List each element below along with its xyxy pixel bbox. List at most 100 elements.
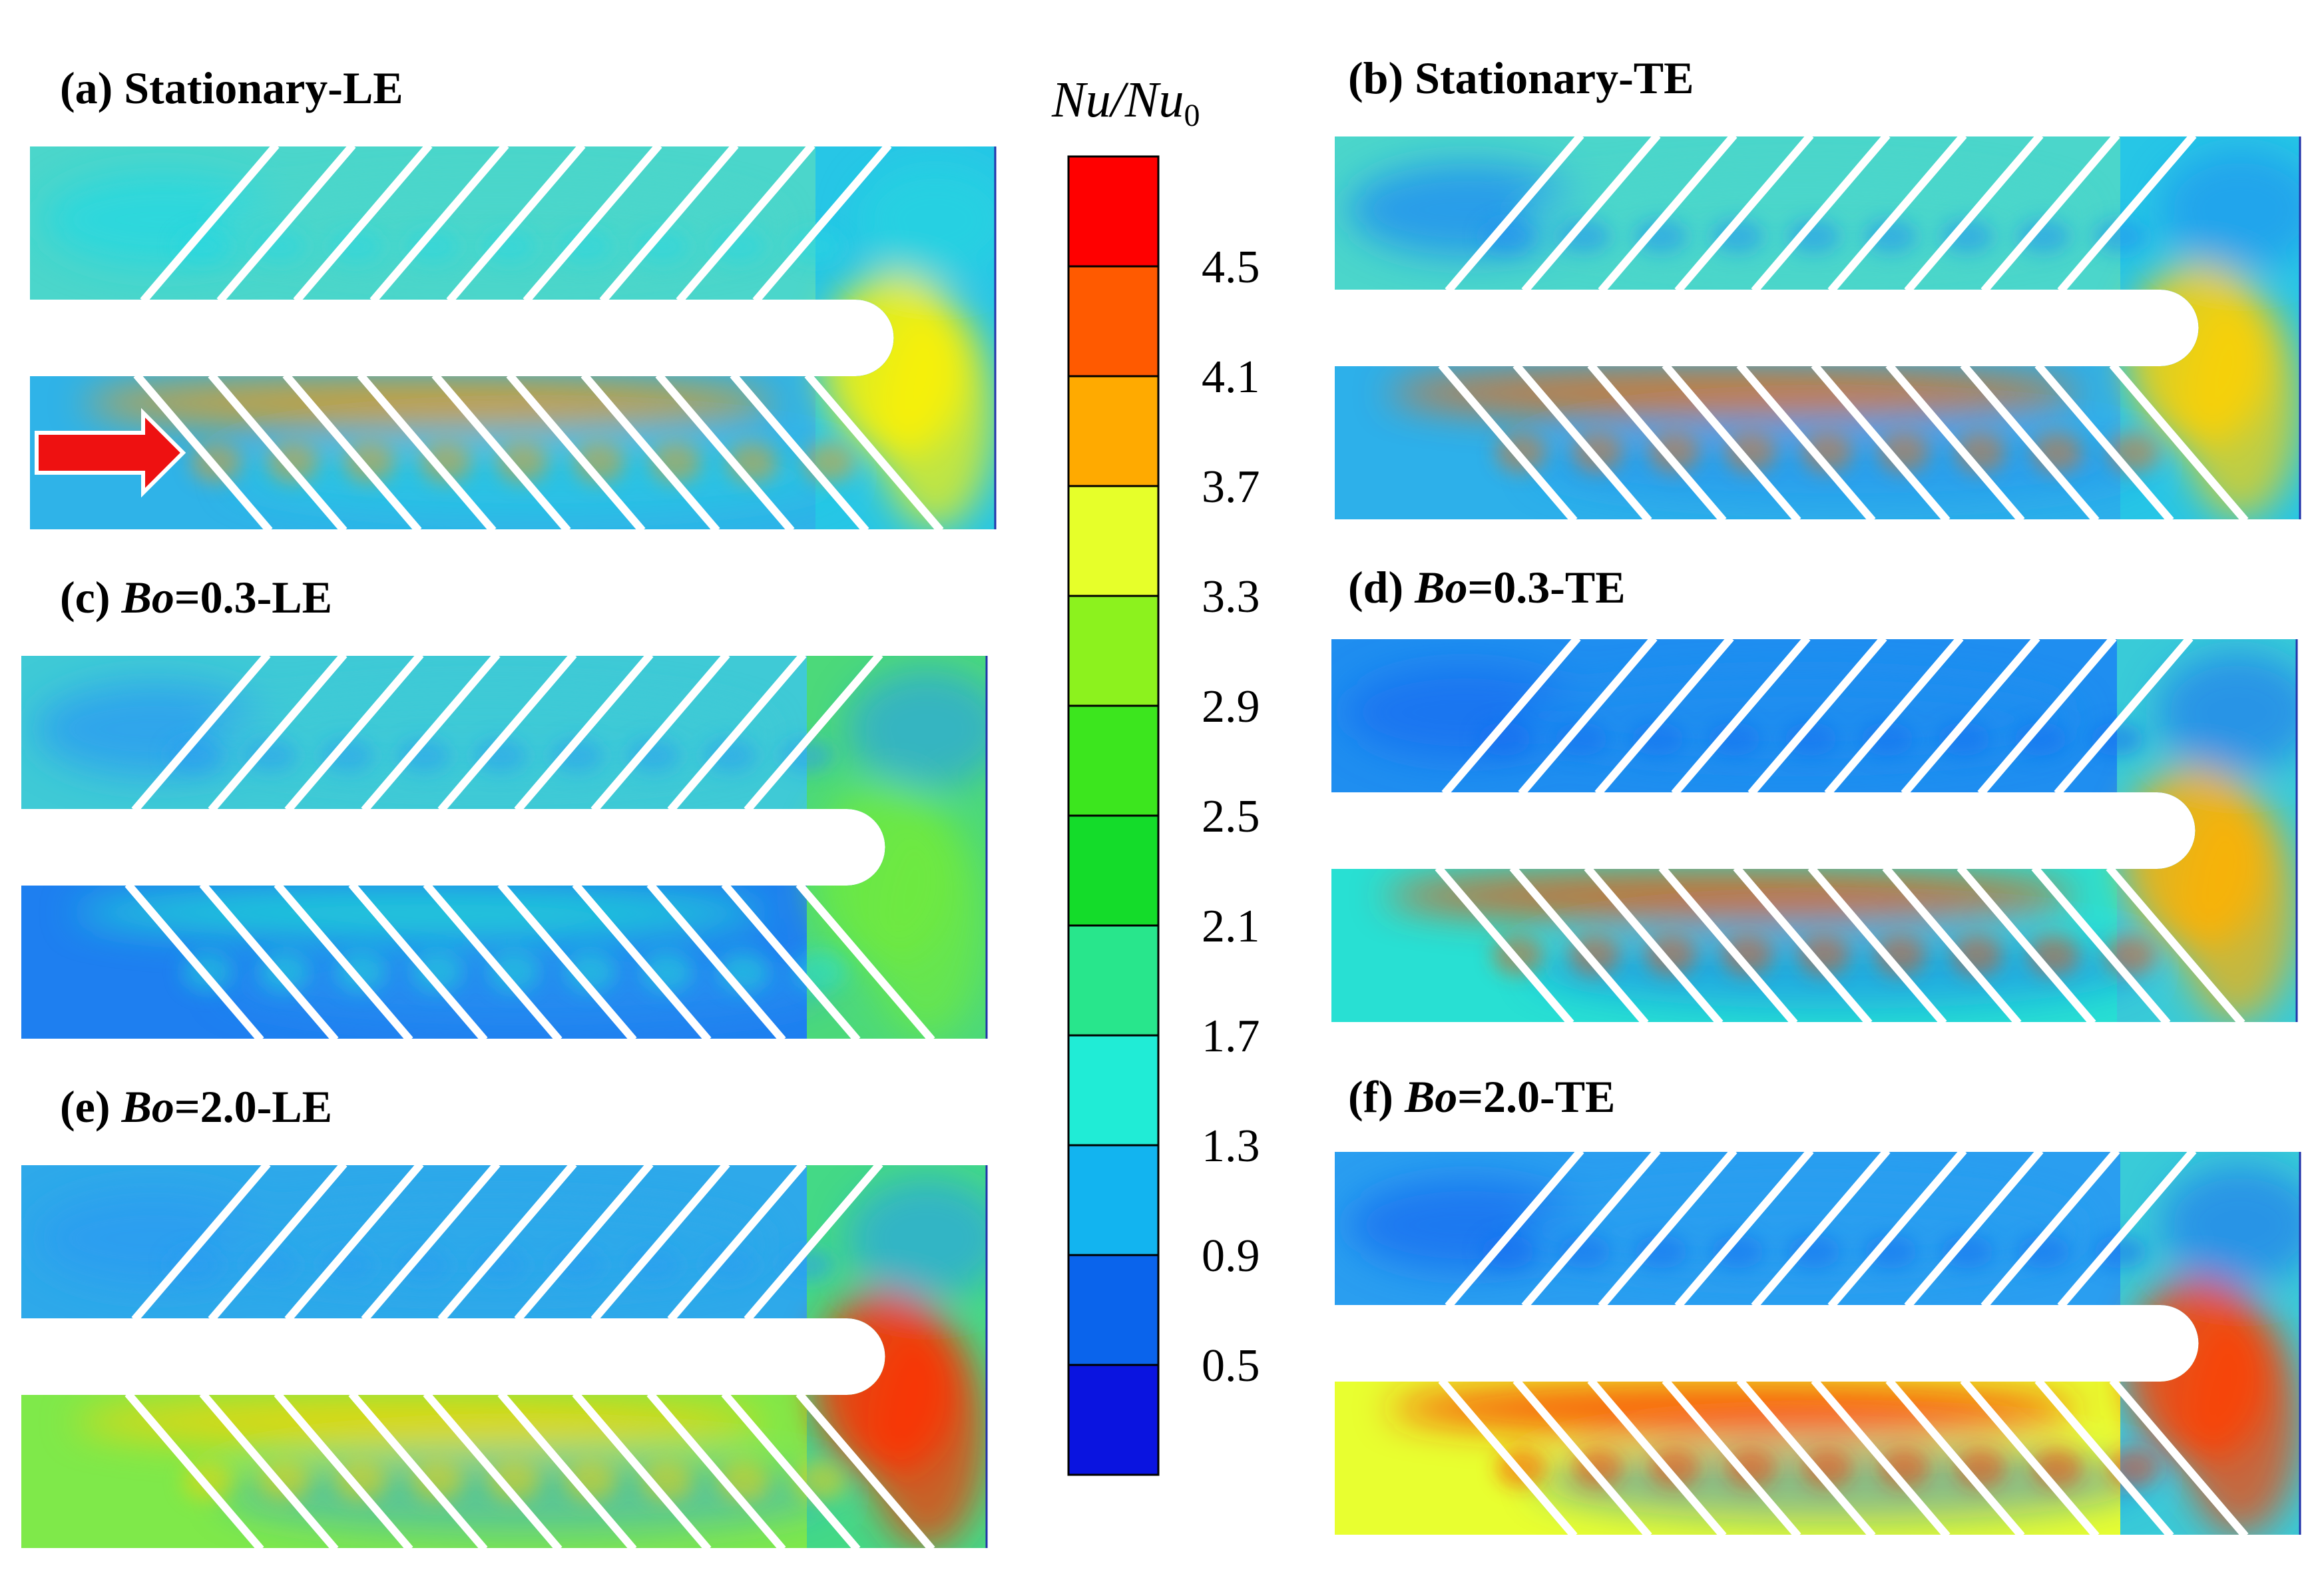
rib [1807, 865, 1947, 1022]
rib [1438, 1378, 1578, 1535]
rib [744, 1165, 883, 1322]
rib [284, 656, 424, 813]
colorbar-tick-label: 2.9 [1202, 681, 1260, 732]
rib [514, 1165, 654, 1322]
colorbar-segment [1068, 266, 1158, 376]
panel-c: (c) Bo=0.3-LE [21, 572, 988, 1039]
rib [1751, 1152, 1891, 1309]
rib [1598, 1152, 1738, 1309]
rib [348, 1391, 488, 1548]
rib [1598, 136, 1738, 294]
rib [2109, 1378, 2249, 1535]
rib [133, 372, 273, 529]
rib [1904, 1152, 2044, 1309]
colorbar-segment [1068, 816, 1158, 925]
rib [1811, 1378, 1951, 1535]
rib [1674, 136, 1814, 294]
panel-label: (d) Bo=0.3-TE [1348, 562, 1626, 613]
rib-group [124, 656, 935, 1039]
rib [199, 1391, 339, 1548]
rib [572, 882, 712, 1039]
rib [274, 882, 413, 1039]
panel-d: (d) Bo=0.3-TE [1331, 562, 2298, 1022]
colorbar-tick-label: 0.9 [1202, 1230, 1260, 1282]
rib [646, 882, 786, 1039]
rib [1904, 136, 2044, 294]
rib [1518, 639, 1658, 796]
rib [1751, 136, 1891, 294]
rib [1885, 1378, 2025, 1535]
colorbar-tick-label: 0.5 [1202, 1340, 1260, 1392]
colorbar-tick-label: 4.5 [1202, 242, 1260, 293]
rib [744, 656, 883, 813]
rib [506, 372, 646, 529]
colorbar-tick-label: 4.1 [1202, 352, 1260, 403]
rib [1587, 362, 1727, 519]
rib [1733, 865, 1873, 1022]
rib [1980, 136, 2120, 294]
rib [140, 146, 280, 304]
rib [1885, 362, 2025, 519]
rib [1827, 136, 1967, 294]
rib [676, 146, 815, 304]
rib [752, 146, 892, 304]
rib [497, 1391, 637, 1548]
rib [1671, 639, 1811, 796]
rib [572, 1391, 712, 1548]
rib [2034, 362, 2174, 519]
colorbar-title: Nu/Nu0 [1051, 72, 1200, 133]
colorbar-tick-label: 1.3 [1202, 1121, 1260, 1172]
rib [1658, 865, 1798, 1022]
colorbar-tick-label: 2.5 [1202, 791, 1260, 842]
rib [1521, 136, 1661, 294]
rib-group [1435, 639, 2245, 1022]
rib [804, 372, 944, 529]
colorbar-segment [1068, 486, 1158, 596]
rib [274, 1391, 413, 1548]
rib [1512, 1378, 1652, 1535]
rib [2109, 362, 2249, 519]
rib [2054, 639, 2194, 796]
panel-label: (e) Bo=2.0-LE [60, 1081, 332, 1132]
rib [721, 1391, 861, 1548]
rib [282, 372, 422, 529]
rib [1960, 362, 2100, 519]
colorbar-segment [1068, 376, 1158, 486]
colorbar-segment [1068, 706, 1158, 816]
rib [1587, 1378, 1727, 1535]
rib [1957, 865, 2096, 1022]
rib [2106, 865, 2245, 1022]
rib [796, 1391, 935, 1548]
colorbar-tick-label: 1.7 [1202, 1011, 1260, 1062]
panel-label: (a) Stationary-LE [60, 63, 403, 113]
rib [1662, 362, 1801, 519]
colorbar: 4.5 4.1 3.7 3.3 2.9 2.5 2.1 1.7 1.3 0.9 0.5 Nu/Nu0 [1051, 72, 1260, 1476]
colorbar-segment [1068, 596, 1158, 706]
rib [216, 146, 356, 304]
rib [2031, 865, 2171, 1022]
rib [131, 1165, 271, 1322]
panel-f: (f) Bo=2.0-TE [1335, 1071, 2301, 1535]
rib [1594, 639, 1734, 796]
rib [1674, 1152, 1814, 1309]
rib [2057, 136, 2197, 294]
rib [431, 372, 571, 529]
colorbar-segment [1068, 1255, 1158, 1365]
rib [590, 1165, 730, 1322]
rib [590, 656, 730, 813]
rib [796, 882, 935, 1039]
rib [1584, 865, 1724, 1022]
rib-group [133, 146, 944, 529]
rib [1435, 865, 1574, 1022]
rib [199, 882, 339, 1039]
rib [369, 146, 509, 304]
rib [1438, 362, 1578, 519]
contour-panels: (a) Stationary-LE (b) Stationary-TE (c) Bo… [21, 53, 2301, 1548]
rib [655, 372, 795, 529]
rib [293, 146, 433, 304]
rib-group [1438, 136, 2249, 519]
rib [361, 656, 501, 813]
rib [1736, 1378, 1876, 1535]
panel-label: (c) Bo=0.3-LE [60, 572, 332, 623]
